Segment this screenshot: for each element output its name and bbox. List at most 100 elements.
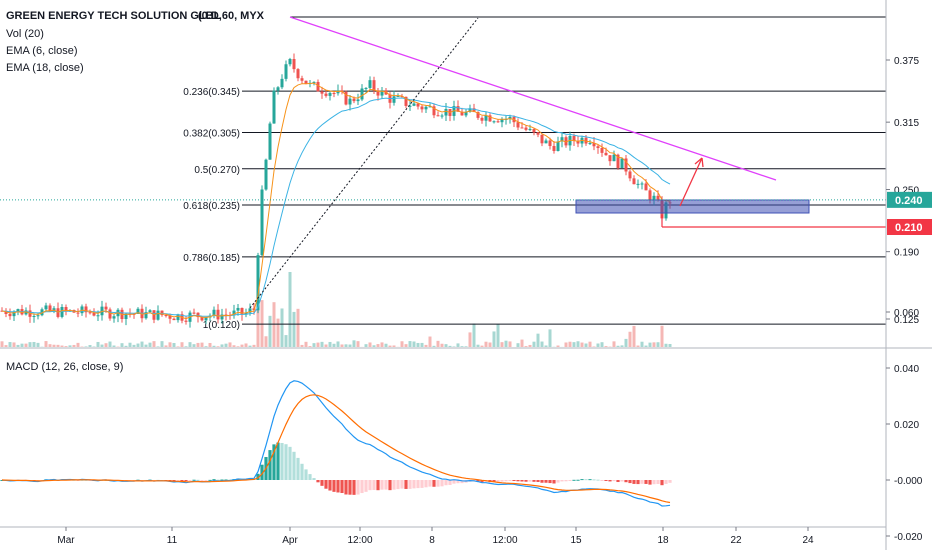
macd-histogram-bar [664,480,667,484]
candle-body [353,99,356,101]
volume-bar [301,345,304,347]
volume-bar [669,344,672,347]
time-tick-label: 12:00 [347,535,372,546]
volume-bar [493,331,496,347]
macd-histogram-bar [612,480,615,481]
time-tick-label: Mar [57,535,75,546]
volume-bar [101,345,104,347]
volume-bar [377,344,380,347]
volume-bar [445,344,448,347]
macd-histogram-bar [428,480,431,487]
macd-histogram-bar [372,480,375,490]
candle-body [105,307,108,310]
volume-bar [417,343,420,347]
candle-body [637,184,640,185]
volume-bar [381,342,384,347]
candle-body [361,89,364,100]
macd-histogram-bar [584,479,587,480]
volume-bar [489,342,492,347]
volume-bar [501,342,504,347]
macd-histogram-bar [604,480,607,481]
candle-body [301,78,304,80]
volume-bar [597,344,600,347]
volume-bar [437,341,440,347]
current-price-label: 0.240 [895,195,923,207]
macd-histogram-bar [348,480,351,495]
candle-body [297,69,300,78]
volume-bar [141,342,144,347]
volume-bar [577,341,580,347]
candle-body [545,140,548,143]
target-price-label: 0.210 [895,222,923,234]
time-tick-label: 15 [570,535,582,546]
volume-bar [613,341,616,347]
candle-body [441,116,444,117]
volume-bar [53,345,56,347]
volume-bar [113,346,116,347]
macd-histogram-bar [400,480,403,489]
volume-bar [137,344,140,347]
volume-bar [285,335,288,347]
volume-bar [505,341,508,347]
macd-histogram-bar [376,480,379,490]
macd-histogram-bar [640,480,643,484]
macd-histogram-bar [660,480,663,485]
candle-body [33,316,36,317]
volume-bar [281,308,284,347]
volume-bar [533,342,536,347]
candle-body [217,310,220,320]
macd-histogram-bar [560,480,563,481]
candle-body [293,59,296,69]
volume-bar [9,342,12,347]
macd-histogram-bar [392,480,395,490]
volume-bar [217,346,220,347]
candle-body [289,59,292,64]
volume-bar [269,316,272,347]
volume-bar [537,334,540,347]
volume-bar [309,346,312,347]
macd-histogram-bar [616,480,619,482]
macd-histogram-bar [632,480,635,484]
time-tick-label: 22 [730,535,742,546]
candle-body [157,311,160,320]
time-tick-label: 18 [657,535,669,546]
volume-bar [165,345,168,347]
fib-level-label: 0.618(0.235) [183,201,240,212]
volume-bar [265,336,268,347]
macd-histogram-bar [420,480,423,488]
volume-bar [145,345,148,347]
price-tick-label: 0.315 [894,118,919,129]
fib-level-label: 0.786(0.185) [183,253,240,264]
legend-ema6: EMA (6, close) [6,45,78,57]
macd-histogram-bar [276,443,279,480]
price-tick-label: 0.190 [894,248,919,259]
candle-body [285,64,288,79]
volume-bar [345,344,348,347]
macd-histogram-bar [600,480,603,481]
macd-histogram-bar [368,480,371,490]
volume-bar [633,326,636,347]
volume-bar [157,346,160,347]
volume-bar [449,346,452,347]
time-tick-label: 8 [429,535,435,546]
candle-body [601,148,604,153]
macd-histogram-bar [192,480,195,481]
macd-histogram-bar [628,480,631,483]
volume-bar [509,341,512,347]
macd-histogram-bar [444,480,447,485]
volume-bar [461,346,464,347]
candle-body [649,190,652,200]
macd-histogram-bar [364,480,367,492]
volume-bar [173,343,176,347]
volume-bar [73,345,76,347]
volume-bar [393,345,396,347]
volume-bar [649,343,652,347]
macd-histogram-bar [280,443,283,480]
candle-body [393,96,396,103]
macd-histogram-bar [404,480,407,489]
candle-body [269,124,272,160]
volume-bar [17,345,20,347]
volume-bar [349,345,352,347]
volume-bar [221,344,224,347]
